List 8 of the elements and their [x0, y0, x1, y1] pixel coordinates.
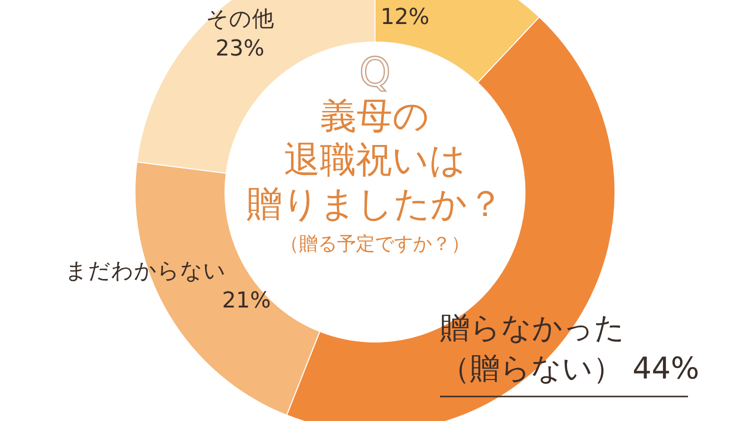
data-label: 21%: [222, 288, 271, 314]
slice-label: 贈らなかった（贈らない） 44%: [440, 311, 700, 386]
data-label: 23%: [216, 36, 264, 62]
text: Q: [359, 50, 391, 96]
text: 義母の退職祝いは贈りましたか？: [246, 96, 504, 225]
slice-label: その他: [206, 7, 274, 32]
text: （贈る予定ですか？）: [280, 233, 470, 255]
data-label: 12%: [380, 5, 430, 30]
